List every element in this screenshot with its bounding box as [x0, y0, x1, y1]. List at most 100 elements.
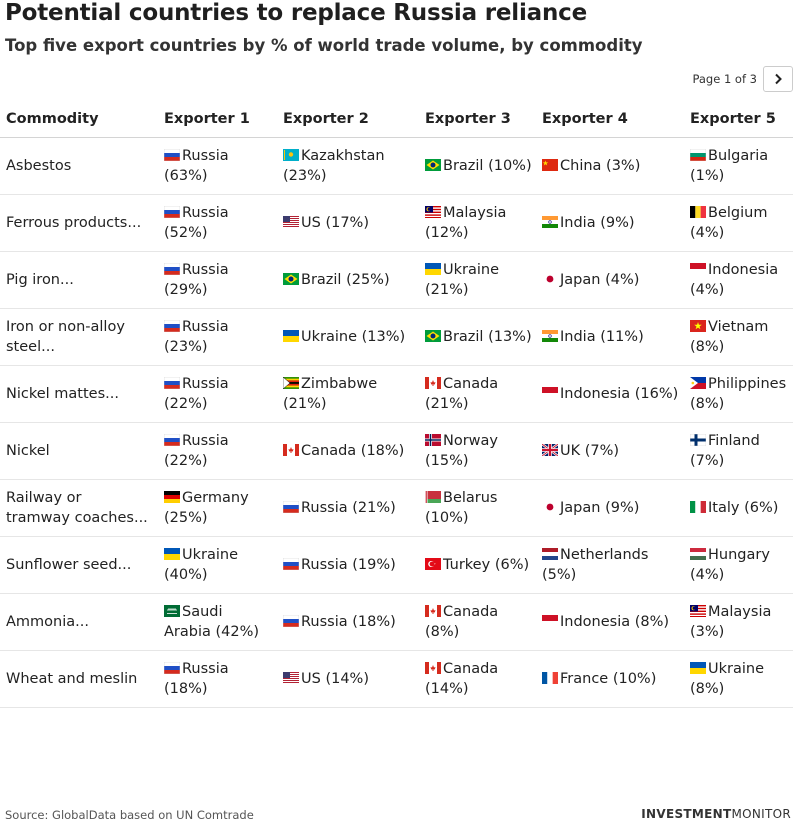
table-row: Pig iron... Russia (29%) Brazil (25%) Ukrai…: [0, 251, 793, 309]
china-flag-icon: [542, 159, 558, 171]
country-name: Kazakhstan: [301, 148, 385, 164]
brazil-flag-icon: [425, 330, 441, 342]
exporter-cell: Brazil (13%): [419, 308, 536, 366]
russia-flag-icon: [283, 615, 299, 627]
share-percent: (18%): [164, 681, 208, 697]
share-percent: (22%): [164, 396, 208, 412]
exporter-cell: China (3%): [536, 137, 684, 195]
russia-flag-icon: [164, 149, 180, 161]
exporter-cell: Belgium (4%): [684, 194, 793, 252]
canada-flag-icon: [425, 662, 441, 674]
share-percent: (13%): [488, 329, 532, 345]
country-name: Canada: [443, 604, 499, 620]
table-row: Asbestos Russia (63%) Kazakhstan (23%) Braz…: [0, 137, 793, 195]
vietnam-flag-icon: [690, 320, 706, 332]
country-name: France: [560, 671, 609, 687]
share-percent: (16%): [634, 386, 679, 402]
country-name: Russia: [182, 205, 229, 221]
share-percent: (8%): [690, 681, 725, 697]
exporter-cell: Ukraine (8%): [684, 650, 793, 708]
country-name: Belarus: [443, 490, 498, 506]
exporter-cell: Brazil (25%): [277, 251, 419, 309]
canada-flag-icon: [425, 605, 441, 617]
country-name: Bulgaria: [708, 148, 769, 164]
exporter-cell: Turkey (6%): [419, 536, 536, 594]
share-percent: (3%): [690, 624, 725, 640]
exporter-cell: Indonesia (4%): [684, 251, 793, 309]
exporter-cell: India (9%): [536, 194, 684, 252]
commodity-cell: Pig iron...: [0, 251, 158, 309]
exporter-cell: Russia (52%): [158, 194, 277, 252]
russia-flag-icon: [164, 434, 180, 446]
share-percent: (6%): [744, 500, 779, 516]
country-name: Vietnam: [708, 319, 769, 335]
exporter-cell: Malaysia (12%): [419, 194, 536, 252]
france-flag-icon: [542, 672, 558, 684]
country-name: Brazil: [443, 158, 484, 174]
ukraine-flag-icon: [425, 263, 441, 275]
finland-flag-icon: [690, 434, 706, 446]
country-name: Ukraine: [301, 329, 357, 345]
country-name: Canada: [443, 661, 499, 677]
commodity-cell: Asbestos: [0, 137, 158, 195]
exporter-cell: Russia (21%): [277, 479, 419, 537]
country-name: Indonesia: [708, 262, 779, 278]
country-name: Norway: [443, 433, 499, 449]
column-header: Commodity: [0, 100, 158, 138]
exporter-cell: Belarus (10%): [419, 479, 536, 537]
share-percent: (17%): [325, 215, 369, 231]
exporter-cell: Italy (6%): [684, 479, 793, 537]
exporter-cell: Indonesia (8%): [536, 593, 684, 651]
share-percent: (18%): [360, 443, 405, 459]
russia-flag-icon: [283, 558, 299, 570]
country-name: Philippines: [708, 376, 787, 392]
share-percent: (29%): [164, 282, 208, 298]
country-name: Russia: [182, 148, 229, 164]
exporter-cell: Russia (18%): [277, 593, 419, 651]
share-percent: (10%): [488, 158, 532, 174]
canada-flag-icon: [425, 377, 441, 389]
commodity-cell: Wheat and meslin: [0, 650, 158, 708]
exporter-cell: Philippines (8%): [684, 365, 793, 423]
exporter-cell: Hungary (4%): [684, 536, 793, 594]
country-name: Canada: [301, 443, 357, 459]
russia-flag-icon: [283, 501, 299, 513]
share-percent: (21%): [352, 500, 396, 516]
country-name: Russia: [182, 262, 229, 278]
next-page-button[interactable]: [763, 66, 793, 92]
kazakhstan-flag-icon: [283, 149, 299, 161]
exporter-cell: Russia (29%): [158, 251, 277, 309]
country-name: Saudi Arabia: [164, 604, 223, 640]
exporter-cell: US (14%): [277, 650, 419, 708]
netherlands-flag-icon: [542, 548, 558, 560]
chart-title: Potential countries to replace Russia re…: [5, 0, 587, 26]
country-name: Ukraine: [708, 661, 764, 677]
exporter-cell: Japan (4%): [536, 251, 684, 309]
share-percent: (21%): [283, 396, 327, 412]
canada-flag-icon: [283, 444, 299, 456]
table-row: Ammonia... Saudi Arabia (42%) Russia (18%)…: [0, 593, 793, 651]
logo-part-bold: INVESTMENT: [641, 807, 732, 821]
indonesia-flag-icon: [542, 387, 558, 399]
share-percent: (12%): [425, 225, 469, 241]
share-percent: (4%): [690, 567, 725, 583]
commodity-cell: Railway or tramway coaches...: [0, 479, 158, 537]
russia-flag-icon: [164, 263, 180, 275]
belgium-flag-icon: [690, 206, 706, 218]
malaysia-flag-icon: [425, 206, 441, 218]
exporter-cell: Russia (22%): [158, 422, 277, 480]
country-name: Germany: [182, 490, 249, 506]
column-header: Exporter 1: [158, 100, 277, 138]
indonesia-flag-icon: [690, 263, 706, 275]
share-percent: (4%): [690, 225, 725, 241]
country-name: US: [301, 671, 321, 687]
saudi-flag-icon: [164, 605, 180, 617]
share-percent: (8%): [425, 624, 460, 640]
commodity-table: Commodity Exporter 1 Exporter 2 Exporter…: [0, 100, 793, 708]
exporter-cell: Zimbabwe (21%): [277, 365, 419, 423]
share-percent: (40%): [164, 567, 208, 583]
russia-flag-icon: [164, 377, 180, 389]
share-percent: (3%): [606, 158, 641, 174]
exporter-cell: Netherlands (5%): [536, 536, 684, 594]
belarus-flag-icon: [425, 491, 441, 503]
